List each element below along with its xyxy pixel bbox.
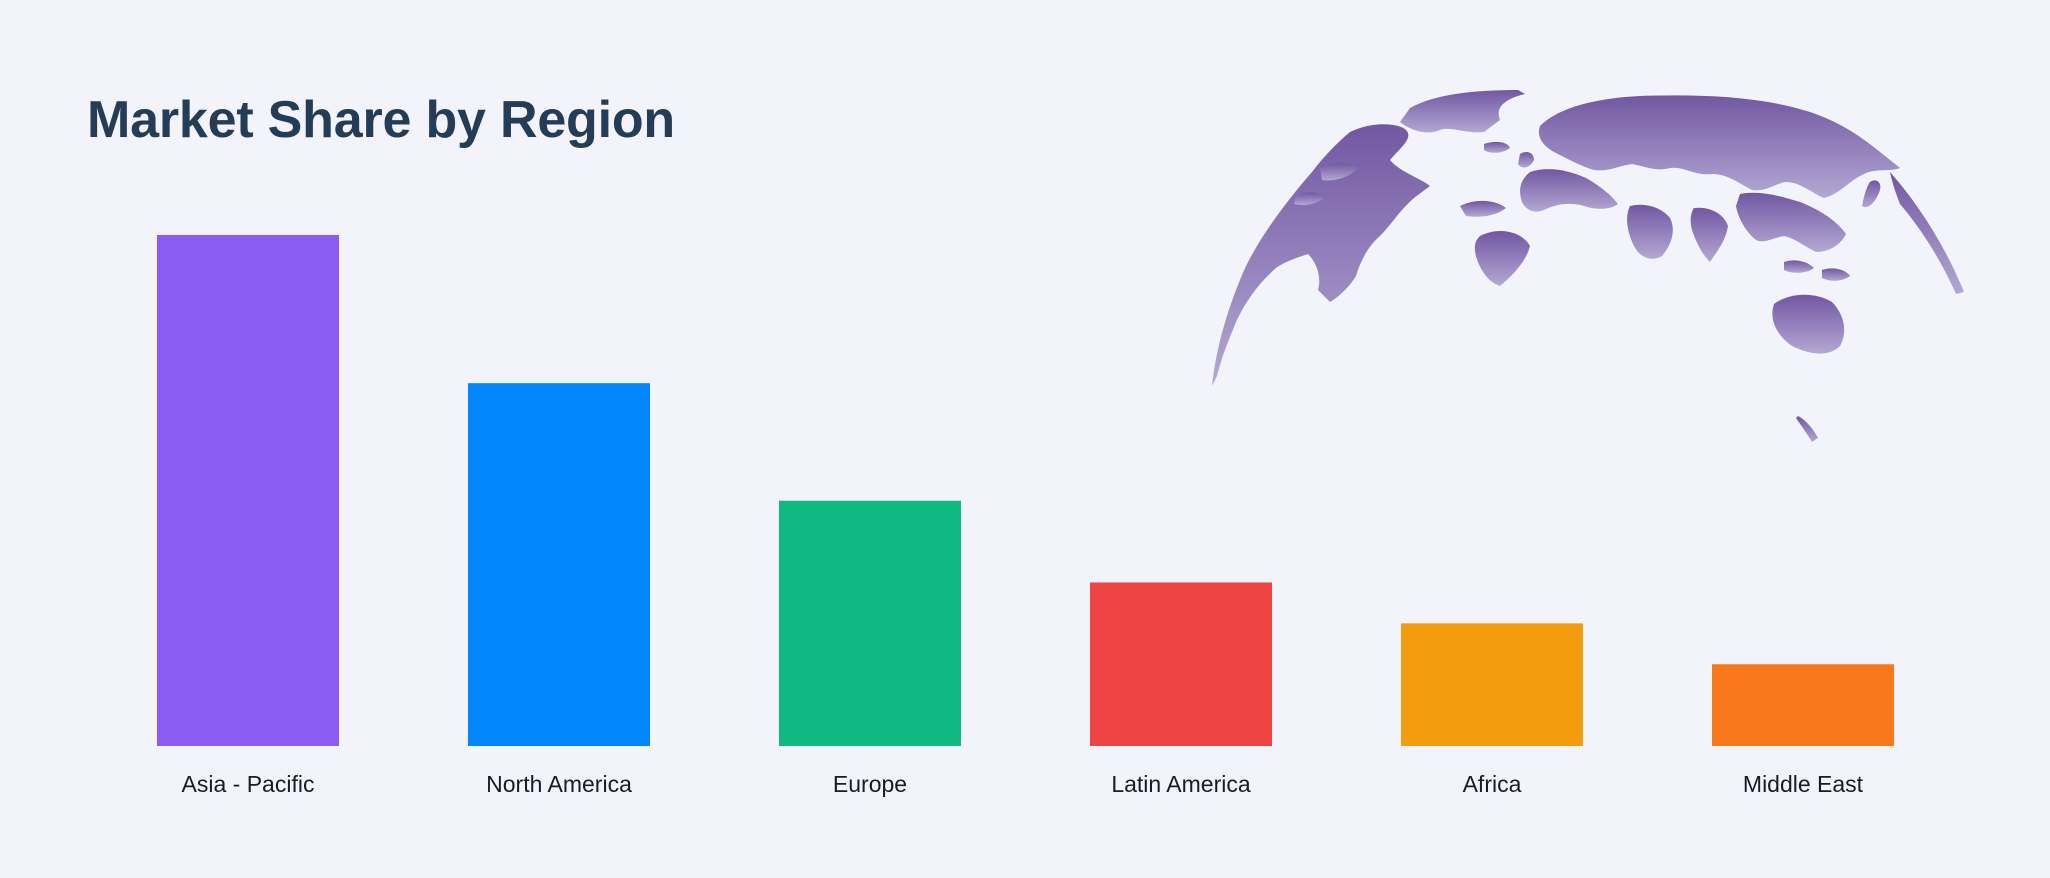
tick-label: North America: [486, 771, 632, 797]
tick-label: Africa: [1463, 771, 1522, 797]
tick-label: Middle East: [1743, 771, 1864, 797]
bar-latin-america: [1090, 582, 1272, 746]
tick-label: Europe: [833, 771, 907, 797]
category-labels: Asia - Pacific North America Europe Latin A…: [182, 771, 1864, 797]
tick-label: Latin America: [1111, 771, 1251, 797]
world-globe-icon: [1212, 90, 1964, 442]
bar-africa: [1401, 623, 1583, 746]
bar-middle-east: [1712, 664, 1894, 746]
bar-europe: [779, 500, 961, 746]
tick-label: Asia - Pacific: [182, 771, 315, 797]
chart-title: Market Share by Region: [87, 91, 675, 149]
bars-group: [157, 235, 1894, 746]
bar-north-america: [468, 383, 650, 746]
bar-asia-pacific: [157, 235, 339, 746]
